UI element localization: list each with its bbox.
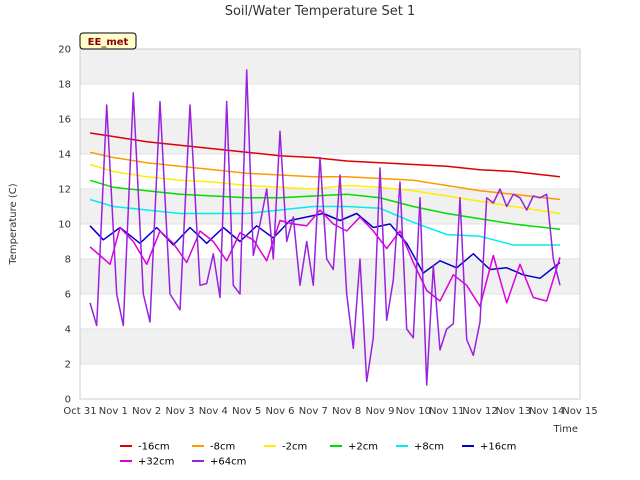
x-tick-label: Nov 14: [529, 406, 564, 417]
legend: -16cm -8cm -2cm +2cm +8cm +16cm +32cm +64cm: [120, 442, 516, 468]
series-line--2cm: [89, 163, 561, 215]
axes: [79, 48, 581, 400]
chart-title: Soil/Water Temperature Set 1: [225, 4, 416, 19]
legend-label: +16cm: [480, 442, 516, 453]
y-tick-label: 6: [65, 290, 71, 301]
plot-frame: [79, 48, 581, 400]
site-badge: EE_met: [79, 32, 137, 50]
legend-label: -16cm: [138, 442, 170, 453]
x-tick-label: Nov 11: [429, 406, 464, 417]
x-tick-label: Nov 4: [199, 406, 228, 417]
y-tick-label: 0: [65, 395, 71, 406]
y-axis-label: Temperature (C): [8, 183, 19, 265]
x-tick-label: Nov 12: [462, 406, 497, 417]
legend-label: -8cm: [210, 442, 235, 453]
x-tick-label: Oct 31: [63, 406, 96, 417]
legend-label: +2cm: [348, 442, 378, 453]
x-tick-label: Nov 3: [165, 406, 194, 417]
x-tick-label: Nov 6: [265, 406, 294, 417]
y-tick-label: 14: [58, 150, 71, 161]
legend-label: +32cm: [138, 457, 174, 468]
series-layer: [89, 69, 561, 386]
y-tick-label: 2: [65, 360, 71, 371]
legend-label: -2cm: [282, 442, 307, 453]
legend-label: +64cm: [210, 457, 246, 468]
x-tick-label: Nov 10: [396, 406, 431, 417]
site-badge-label: EE_met: [88, 37, 129, 48]
y-tick-label: 8: [65, 255, 71, 266]
y-tick-labels: 0 2 4 6 8 10 12 14 16 18 20: [58, 45, 71, 406]
series-line-+32cm: [89, 209, 561, 308]
x-tick-label: Nov 15: [562, 406, 597, 417]
y-tick-label: 18: [58, 80, 71, 91]
grid-band: [80, 119, 580, 154]
x-tick-label: Nov 7: [299, 406, 328, 417]
x-tick-label: Nov 13: [496, 406, 531, 417]
grid-band: [80, 49, 580, 84]
y-tick-label: 12: [58, 185, 71, 196]
x-tick-label: Nov 5: [232, 406, 261, 417]
y-tick-label: 20: [58, 45, 71, 56]
grid-band: [80, 329, 580, 364]
series-line-+64cm: [89, 69, 561, 386]
series-line-+8cm: [89, 198, 560, 246]
x-tick-label: Nov 2: [132, 406, 161, 417]
x-axis-label: Time: [553, 424, 578, 435]
y-tick-label: 4: [65, 325, 71, 336]
y-tick-label: 16: [58, 115, 71, 126]
y-tick-label: 10: [58, 220, 71, 231]
legend-label: +8cm: [414, 442, 444, 453]
x-tick-label: Nov 8: [332, 406, 361, 417]
x-tick-labels: Oct 31 Nov 1 Nov 2 Nov 3 Nov 4 Nov 5 Nov 6 Nov …: [63, 406, 597, 417]
x-tick-label: Nov 9: [365, 406, 394, 417]
x-tick-label: Nov 1: [99, 406, 128, 417]
series-line-+2cm: [89, 179, 561, 231]
